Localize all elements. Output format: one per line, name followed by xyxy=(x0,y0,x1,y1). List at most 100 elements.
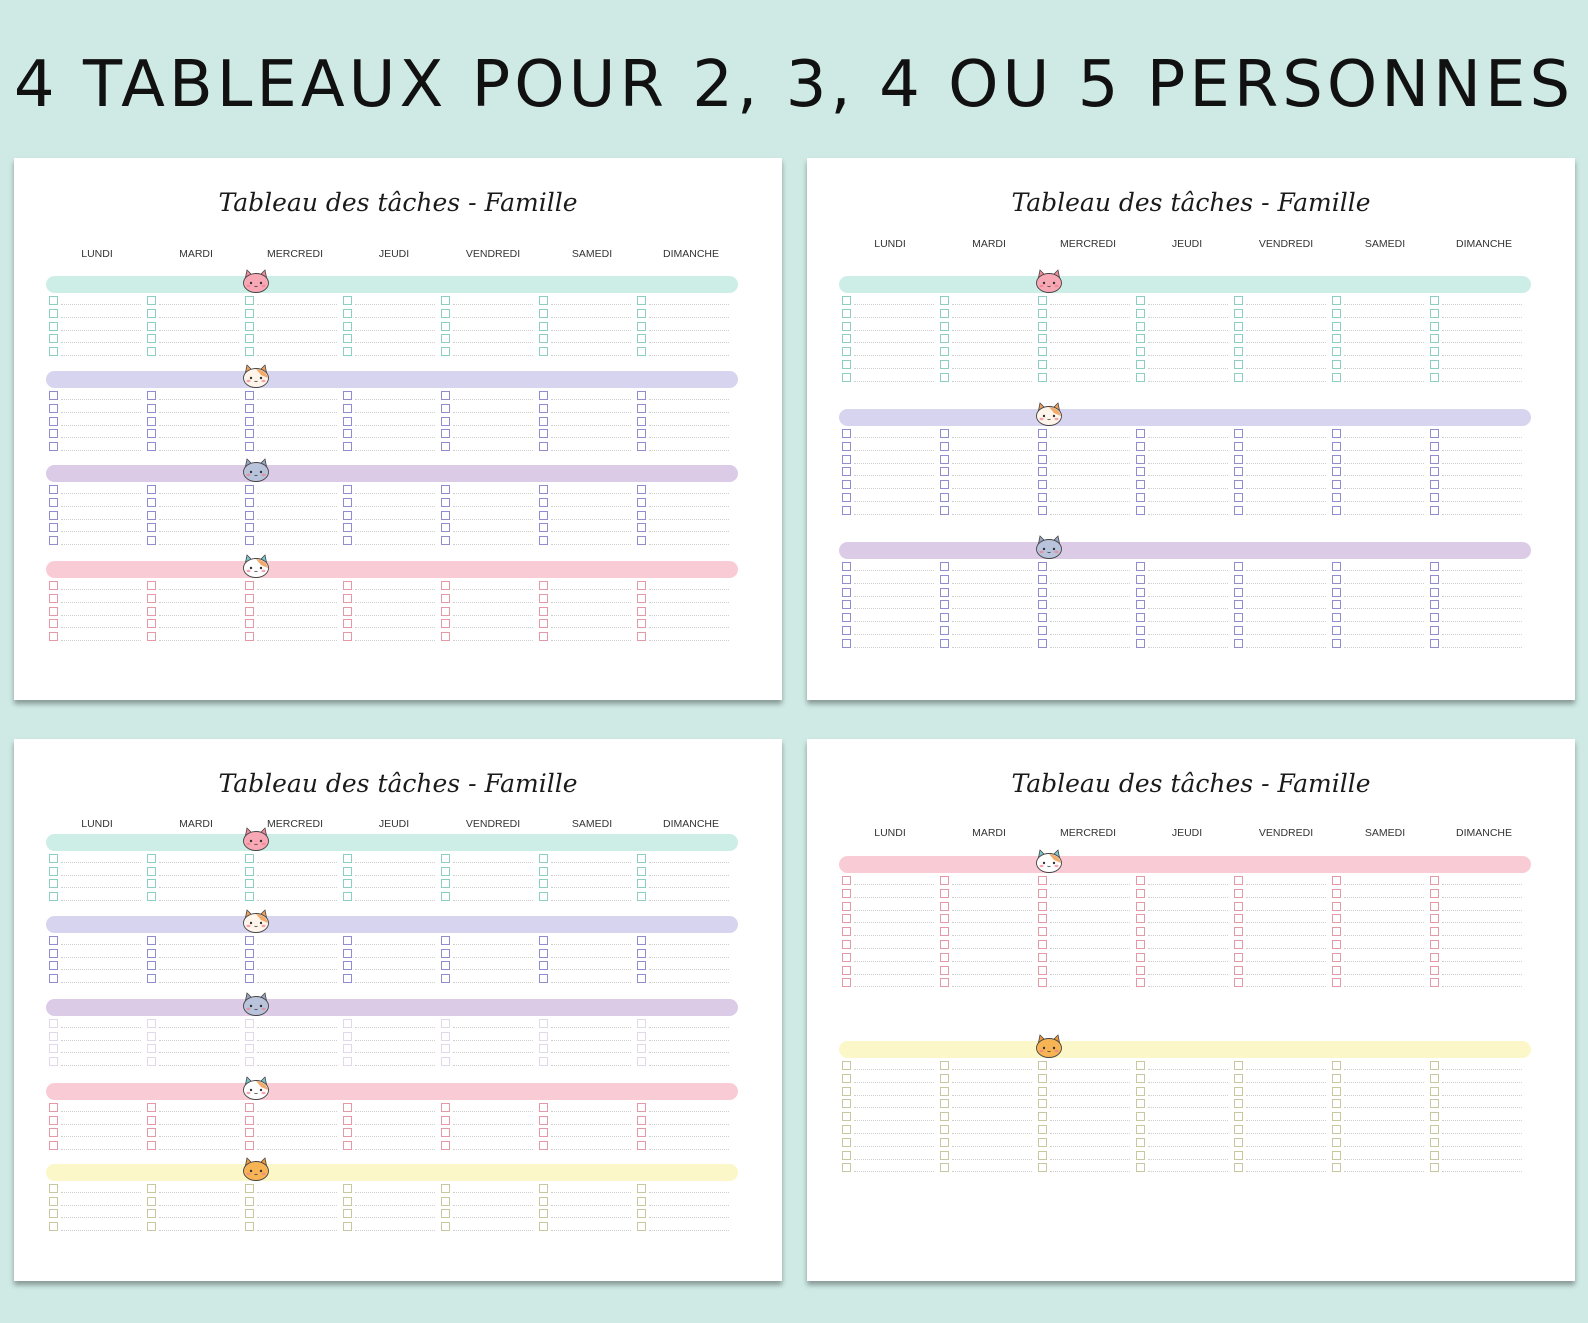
task-checkbox[interactable] xyxy=(940,587,949,597)
task-checkbox[interactable] xyxy=(1332,296,1341,305)
task-checkbox[interactable] xyxy=(1234,1150,1243,1160)
task-checkbox[interactable] xyxy=(637,1044,646,1053)
task-checkbox[interactable] xyxy=(940,296,949,305)
task-checkbox[interactable] xyxy=(940,360,949,369)
task-checkbox[interactable] xyxy=(1234,562,1243,571)
task-checkbox[interactable] xyxy=(842,467,851,477)
task-checkbox[interactable] xyxy=(1038,360,1047,369)
task-checkbox[interactable] xyxy=(1136,952,1145,962)
task-checkbox[interactable] xyxy=(1038,1125,1047,1134)
task-checkbox[interactable] xyxy=(1430,467,1439,477)
task-checkbox[interactable] xyxy=(1234,493,1243,502)
task-checkbox[interactable] xyxy=(842,321,851,331)
task-checkbox[interactable] xyxy=(147,854,156,863)
task-checkbox[interactable] xyxy=(245,321,254,331)
task-checkbox[interactable] xyxy=(1332,940,1341,949)
task-checkbox[interactable] xyxy=(49,1031,58,1041)
task-checkbox[interactable] xyxy=(49,429,58,439)
task-checkbox[interactable] xyxy=(1038,638,1047,648)
task-checkbox[interactable] xyxy=(539,1031,548,1041)
task-checkbox[interactable] xyxy=(441,1031,450,1041)
task-checkbox[interactable] xyxy=(343,321,352,331)
task-checkbox[interactable] xyxy=(49,581,58,590)
task-checkbox[interactable] xyxy=(1136,1099,1145,1109)
task-checkbox[interactable] xyxy=(1234,441,1243,451)
task-checkbox[interactable] xyxy=(842,1061,851,1070)
task-checkbox[interactable] xyxy=(637,632,646,642)
task-checkbox[interactable] xyxy=(49,416,58,426)
task-checkbox[interactable] xyxy=(245,510,254,520)
task-checkbox[interactable] xyxy=(1234,914,1243,924)
task-checkbox[interactable] xyxy=(842,940,851,949)
task-checkbox[interactable] xyxy=(49,1196,58,1206)
task-checkbox[interactable] xyxy=(245,1221,254,1231)
task-checkbox[interactable] xyxy=(1136,1137,1145,1147)
task-checkbox[interactable] xyxy=(147,619,156,629)
task-checkbox[interactable] xyxy=(1038,347,1047,357)
task-checkbox[interactable] xyxy=(1234,638,1243,648)
task-checkbox[interactable] xyxy=(1430,454,1439,464)
task-checkbox[interactable] xyxy=(343,854,352,863)
task-checkbox[interactable] xyxy=(842,1086,851,1096)
task-checkbox[interactable] xyxy=(343,973,352,983)
task-checkbox[interactable] xyxy=(637,936,646,945)
task-checkbox[interactable] xyxy=(539,347,548,357)
task-checkbox[interactable] xyxy=(1332,454,1341,464)
task-checkbox[interactable] xyxy=(147,1044,156,1053)
task-checkbox[interactable] xyxy=(1234,574,1243,584)
task-checkbox[interactable] xyxy=(637,429,646,439)
task-checkbox[interactable] xyxy=(343,1031,352,1041)
task-checkbox[interactable] xyxy=(1430,626,1439,635)
task-checkbox[interactable] xyxy=(1136,901,1145,911)
task-checkbox[interactable] xyxy=(1136,600,1145,610)
task-checkbox[interactable] xyxy=(441,1209,450,1218)
task-checkbox[interactable] xyxy=(147,948,156,958)
task-checkbox[interactable] xyxy=(49,891,58,901)
task-checkbox[interactable] xyxy=(637,1103,646,1112)
task-checkbox[interactable] xyxy=(539,1056,548,1066)
task-checkbox[interactable] xyxy=(343,1019,352,1028)
task-checkbox[interactable] xyxy=(147,879,156,888)
task-checkbox[interactable] xyxy=(343,391,352,400)
task-checkbox[interactable] xyxy=(343,429,352,439)
task-checkbox[interactable] xyxy=(441,1128,450,1137)
task-checkbox[interactable] xyxy=(539,429,548,439)
task-checkbox[interactable] xyxy=(539,866,548,876)
task-checkbox[interactable] xyxy=(1430,480,1439,490)
task-checkbox[interactable] xyxy=(49,606,58,616)
task-checkbox[interactable] xyxy=(940,940,949,949)
task-checkbox[interactable] xyxy=(539,593,548,603)
task-checkbox[interactable] xyxy=(539,1140,548,1150)
task-checkbox[interactable] xyxy=(245,1103,254,1112)
task-checkbox[interactable] xyxy=(940,613,949,623)
task-checkbox[interactable] xyxy=(1430,876,1439,885)
task-checkbox[interactable] xyxy=(842,441,851,451)
task-checkbox[interactable] xyxy=(49,308,58,318)
task-checkbox[interactable] xyxy=(940,600,949,610)
task-checkbox[interactable] xyxy=(637,321,646,331)
task-checkbox[interactable] xyxy=(245,1056,254,1066)
task-checkbox[interactable] xyxy=(147,1128,156,1137)
task-checkbox[interactable] xyxy=(1038,626,1047,635)
task-checkbox[interactable] xyxy=(940,308,949,318)
task-checkbox[interactable] xyxy=(842,965,851,975)
task-checkbox[interactable] xyxy=(1430,1061,1439,1070)
task-checkbox[interactable] xyxy=(940,901,949,911)
task-checkbox[interactable] xyxy=(49,1019,58,1028)
task-checkbox[interactable] xyxy=(940,493,949,502)
task-checkbox[interactable] xyxy=(441,510,450,520)
task-checkbox[interactable] xyxy=(539,936,548,945)
task-checkbox[interactable] xyxy=(539,619,548,629)
task-checkbox[interactable] xyxy=(49,854,58,863)
task-checkbox[interactable] xyxy=(940,888,949,898)
task-checkbox[interactable] xyxy=(147,416,156,426)
task-checkbox[interactable] xyxy=(441,581,450,590)
task-checkbox[interactable] xyxy=(1430,493,1439,502)
task-checkbox[interactable] xyxy=(1038,441,1047,451)
task-checkbox[interactable] xyxy=(1136,480,1145,490)
task-checkbox[interactable] xyxy=(1234,505,1243,515)
task-checkbox[interactable] xyxy=(441,1221,450,1231)
task-checkbox[interactable] xyxy=(1136,372,1145,382)
task-checkbox[interactable] xyxy=(1234,360,1243,369)
task-checkbox[interactable] xyxy=(1038,308,1047,318)
